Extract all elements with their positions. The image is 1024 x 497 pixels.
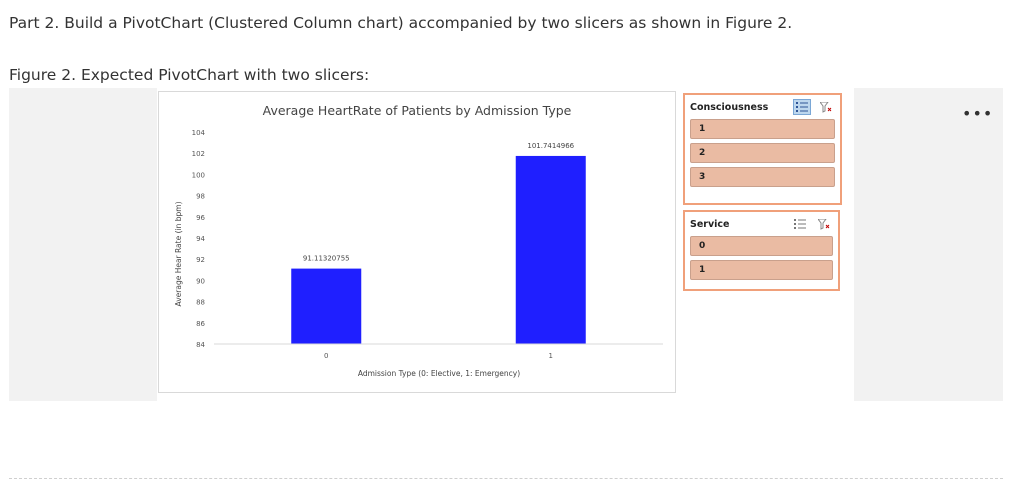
y-tick-label: 92 (196, 256, 205, 264)
clear-filter-icon[interactable] (815, 216, 833, 232)
y-tick-label: 100 (192, 171, 205, 179)
clear-filter-icon[interactable] (817, 99, 835, 115)
figure-caption: Figure 2. Expected PivotChart with two s… (9, 66, 370, 84)
y-tick-label: 84 (196, 341, 205, 349)
y-tick-label: 96 (196, 214, 205, 222)
service-slicer-title: Service (690, 218, 730, 230)
chart-bar-0[interactable] (291, 268, 362, 344)
chart-x-axis-label: Admission Type (0: Elective, 1: Emergenc… (358, 369, 520, 378)
y-tick-label: 94 (196, 235, 205, 243)
x-tick-label: 0 (324, 352, 328, 360)
service-slicer-item-0[interactable]: 0 (690, 236, 833, 256)
part-title: Part 2. Build a PivotChart (Clustered Co… (9, 14, 793, 32)
consciousness-slicer-item-1[interactable]: 1 (690, 119, 835, 139)
y-tick-label: 90 (196, 277, 205, 285)
y-tick-label: 102 (192, 150, 205, 158)
multiselect-icon[interactable] (791, 216, 809, 232)
multiselect-icon[interactable] (793, 99, 811, 115)
consciousness-slicer-item-3[interactable]: 3 (690, 167, 835, 187)
service-slicer-item-1[interactable]: 1 (690, 260, 833, 280)
chart-y-axis-label: Average Hear Rate (in bpm) (174, 201, 183, 306)
y-tick-label: 98 (196, 193, 205, 201)
pivot-chart[interactable]: Average HeartRate of Patients by Admissi… (158, 91, 676, 393)
more-options-icon[interactable]: ••• (962, 104, 994, 123)
y-tick-label: 86 (196, 320, 205, 328)
x-tick-label: 1 (549, 352, 553, 360)
pivot-chart-svg: Average HeartRate of Patients by Admissi… (174, 103, 663, 378)
consciousness-slicer-title: Consciousness (690, 101, 769, 113)
chart-bar-1[interactable] (515, 155, 586, 344)
y-tick-label: 88 (196, 299, 205, 307)
y-tick-label: 104 (192, 129, 206, 137)
data-label-0: 91.11320755 (303, 255, 350, 263)
consciousness-slicer[interactable]: Consciousness 1 2 3 (683, 93, 842, 205)
service-slicer[interactable]: Service 0 1 (683, 210, 840, 291)
data-label-1: 101.7414966 (527, 142, 574, 150)
section-divider (9, 478, 1003, 479)
chart-title: Average HeartRate of Patients by Admissi… (263, 103, 572, 118)
consciousness-slicer-item-2[interactable]: 2 (690, 143, 835, 163)
